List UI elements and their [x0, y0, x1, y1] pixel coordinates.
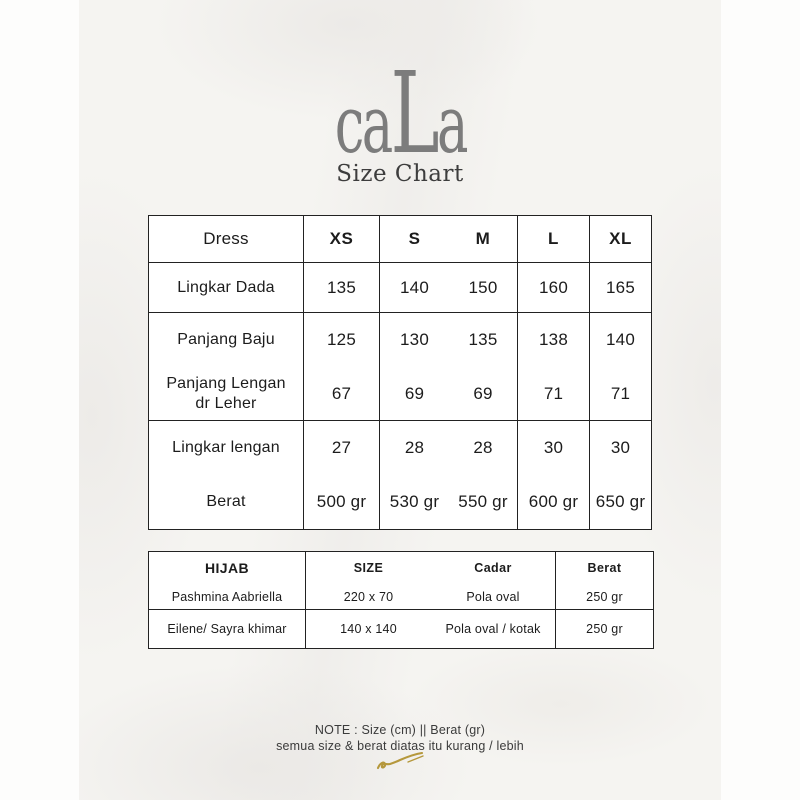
size-col-header-xl: XL	[590, 216, 651, 263]
hijab-size-table: HIJAB SIZE Cadar Berat Pashmina Aabriell…	[148, 551, 654, 649]
brand-logo-text: caLa	[334, 58, 468, 171]
cell-value: 600 gr	[518, 475, 590, 529]
size-col-header-xs: XS	[304, 216, 380, 263]
cell-value: 135	[449, 313, 518, 367]
cell-value: 165	[590, 263, 651, 313]
cell-value: 71	[518, 367, 590, 421]
cell-value: 135	[304, 263, 380, 313]
dress-size-table: Dress XS S M L XL Lingkar Dada 135 140 1…	[148, 215, 652, 530]
cell-value: 138	[518, 313, 590, 367]
cell-value: 550 gr	[449, 475, 518, 529]
cell-value: 140	[380, 263, 449, 313]
cell-value: 27	[304, 421, 380, 475]
row-label-berat: Berat	[149, 475, 304, 529]
size-col-header-l: L	[518, 216, 590, 263]
size-col-header: SIZE	[353, 561, 384, 575]
size-col-header-m: M	[449, 216, 518, 263]
hijab-row-berat: 250 gr	[556, 584, 653, 610]
hijab-row-name: Eilene/ Sayra khimar	[149, 610, 306, 648]
cell-value: 500 gr	[304, 475, 380, 529]
cell-value: 71	[590, 367, 651, 421]
cell-value: 140	[606, 330, 635, 349]
hijab-row-cadar: Pola oval	[431, 584, 556, 610]
logo-part: a	[436, 78, 468, 171]
dress-table-corner-label: Dress	[149, 216, 304, 263]
cell-value: 28	[404, 438, 425, 457]
cell-value: 150	[449, 263, 518, 313]
cell-value: 69	[380, 367, 449, 421]
cell-value: 30	[518, 421, 590, 475]
row-label-lingkar-lengan: Lingkar lengan	[149, 421, 304, 475]
hijab-row-cadar: Pola oval / kotak	[431, 610, 556, 648]
cell-value: 30	[610, 438, 631, 457]
cell-value: 650 gr	[595, 492, 646, 511]
row-label-panjang-baju: Panjang Baju	[149, 313, 304, 367]
gold-squiggle-icon	[376, 751, 424, 770]
hijab-row-name: Pashmina Aabriella	[149, 584, 306, 610]
footer-note: NOTE : Size (cm) || Berat (gr) semua siz…	[0, 722, 800, 754]
size-col-header-s: S	[380, 216, 449, 263]
brand-logo: caLa	[0, 58, 800, 170]
berat-col-header: Berat	[587, 561, 622, 575]
cell-value: 125	[304, 313, 380, 367]
row-label-panjang-lengan: Panjang Lengan dr Leher	[149, 367, 304, 421]
hijab-col-header: HIJAB	[149, 552, 306, 584]
row-label-lingkar-dada: Lingkar Dada	[149, 263, 304, 313]
page-title: Size Chart	[336, 161, 464, 187]
logo-part: L	[390, 49, 439, 179]
hijab-row-size: 220 x 70	[306, 584, 431, 610]
note-line-2: semua size & berat diatas itu kurang / l…	[276, 739, 524, 753]
cell-value: 130	[400, 330, 429, 349]
cadar-col-header: Cadar	[431, 552, 556, 584]
note-line-1: NOTE : Size (cm) || Berat (gr)	[314, 723, 486, 737]
cell-value: 160	[518, 263, 590, 313]
cell-value: 69	[449, 367, 518, 421]
hijab-row-berat: 250 gr	[586, 622, 623, 636]
logo-part: ca	[334, 78, 392, 171]
cell-value: 28	[449, 421, 518, 475]
hijab-row-size: 140 x 140	[340, 622, 397, 636]
cell-value: 530 gr	[389, 492, 440, 511]
cell-value: 67	[304, 367, 380, 421]
